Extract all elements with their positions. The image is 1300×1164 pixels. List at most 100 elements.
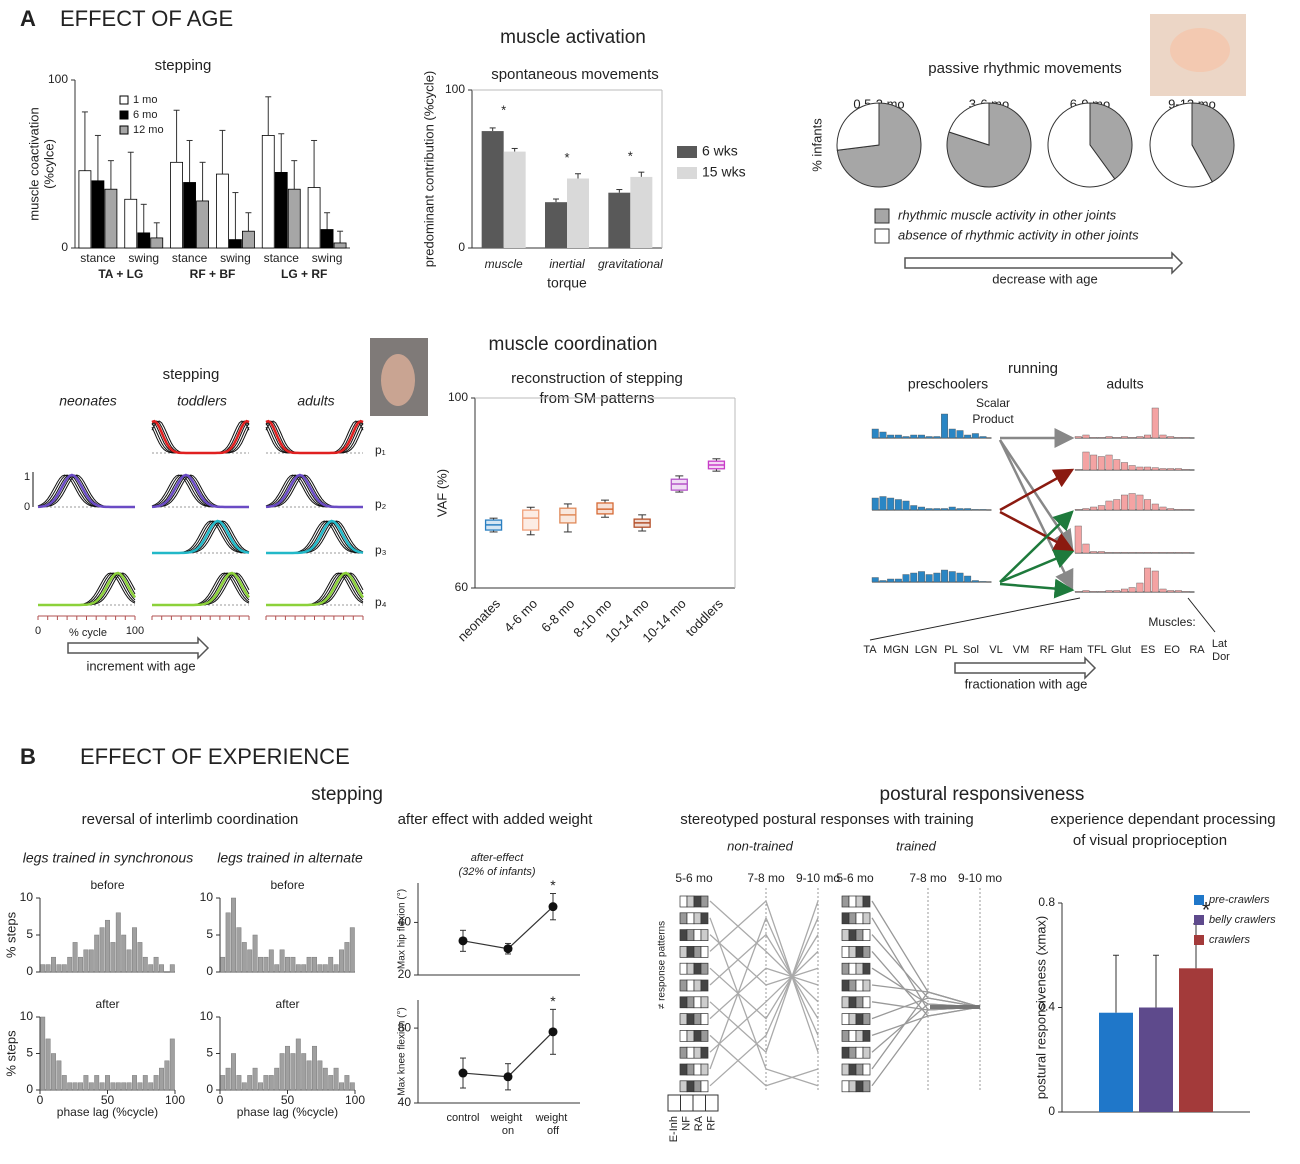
pattern-cell <box>841 929 850 941</box>
pattern-cell <box>679 895 688 908</box>
pattern-bar <box>1120 462 1128 471</box>
pattern-cell <box>855 1013 864 1025</box>
section-title: muscle activation <box>500 27 646 48</box>
chart-title: stepping <box>155 57 212 74</box>
pattern-bar <box>1182 469 1190 471</box>
emg-trace <box>37 473 135 509</box>
pattern-cell <box>693 1063 702 1076</box>
pattern-cell <box>686 1046 695 1059</box>
pattern-bar <box>948 571 956 583</box>
pattern-bar <box>1144 567 1152 593</box>
y-tick-label: 40 <box>398 915 412 929</box>
pattern-bar <box>1159 588 1167 593</box>
histogram-bar <box>72 942 78 973</box>
pattern-bar <box>871 428 879 439</box>
pattern-cell <box>686 946 695 958</box>
pattern-bar <box>1120 552 1128 554</box>
pattern-cell <box>679 979 688 992</box>
pattern-bar <box>1167 552 1175 554</box>
pattern-bar <box>948 428 956 439</box>
histogram-bar <box>349 927 355 973</box>
pattern-bar <box>1174 552 1182 554</box>
pattern-cell <box>848 962 857 975</box>
x-tick-label: 100 <box>126 625 144 637</box>
significance-mark: * <box>550 993 556 1009</box>
bar <box>150 237 164 249</box>
group-label: preschoolers <box>908 376 988 392</box>
legend-swatch <box>1194 915 1204 925</box>
pattern-bar <box>879 496 887 511</box>
chart-title: experience dependant processing <box>1050 811 1275 828</box>
x-tick-label: stance <box>80 251 116 265</box>
pattern-bar <box>1113 552 1121 554</box>
pattern-cell <box>686 1063 695 1076</box>
y-tick-label: 100 <box>445 82 465 96</box>
pattern-bar <box>887 434 895 439</box>
emg-trace <box>152 519 250 555</box>
histogram-bar <box>328 956 334 973</box>
line <box>462 906 554 950</box>
emg-trace <box>38 571 137 607</box>
pattern-bar <box>1090 551 1098 554</box>
pattern-cell <box>693 1046 702 1059</box>
legend-swatch <box>119 125 129 135</box>
histogram-bar <box>339 1082 344 1091</box>
histogram-bar <box>153 956 159 973</box>
chart-title: reconstruction of stepping <box>511 370 683 387</box>
pie-slice <box>1149 102 1213 188</box>
arrow <box>999 549 1075 584</box>
emg-trace <box>38 572 136 606</box>
bar <box>216 173 229 249</box>
y-tick-label: 1 <box>24 471 30 483</box>
pattern-bar <box>933 436 941 439</box>
pattern-cell <box>848 1046 857 1059</box>
muscle-label: RA <box>693 1115 705 1131</box>
histogram-bar <box>121 1082 127 1091</box>
pattern-cell <box>855 929 864 941</box>
transition-line <box>871 1006 981 1037</box>
bar <box>333 242 347 249</box>
legend-swatch <box>677 167 697 179</box>
histogram-bar <box>148 1082 154 1091</box>
histogram-bar <box>105 1075 110 1091</box>
pattern-cell <box>679 1013 688 1025</box>
histogram-bar <box>344 1075 350 1091</box>
age-label: 5-6 mo <box>836 871 874 885</box>
bar <box>1139 1007 1173 1112</box>
note: Product <box>972 412 1014 426</box>
label-line: weight <box>535 1112 571 1124</box>
group-label: TA + LG <box>98 267 143 281</box>
histogram-bar <box>241 942 247 973</box>
row-label: p₃ <box>375 543 387 557</box>
bar <box>1099 1012 1133 1112</box>
histogram-bar <box>153 1075 159 1091</box>
pattern-bar <box>956 572 964 583</box>
pattern-bar <box>1144 499 1152 511</box>
pattern-cell <box>679 1030 688 1042</box>
x-axis-label: % cycle <box>69 627 107 639</box>
pattern-cell <box>862 1013 871 1025</box>
y-tick-label: 10 <box>20 1009 34 1023</box>
pattern-bar <box>1105 436 1113 439</box>
histogram-bar <box>279 1053 285 1091</box>
pattern-cell <box>686 1013 695 1025</box>
pattern-cell <box>855 962 864 975</box>
transition-line <box>871 1003 981 1053</box>
pattern-cell <box>693 912 702 925</box>
photo-detail <box>1170 28 1230 72</box>
histogram-bar <box>317 964 323 973</box>
histogram-bar <box>306 956 312 973</box>
y-axis-label: % steps <box>3 1030 18 1077</box>
pattern-cell <box>700 929 709 941</box>
pattern-cell <box>686 979 695 992</box>
pattern-cell <box>700 895 709 908</box>
muscle-label: RF <box>705 1116 717 1131</box>
x-tick-label: 100 <box>165 1093 185 1107</box>
muscle-label: PL <box>944 644 957 656</box>
pattern-bar <box>1174 509 1182 511</box>
bar <box>91 180 105 249</box>
bar <box>261 135 275 249</box>
pattern-bar <box>1159 434 1167 439</box>
histogram-bar <box>159 964 164 973</box>
pattern-bar <box>902 436 910 439</box>
